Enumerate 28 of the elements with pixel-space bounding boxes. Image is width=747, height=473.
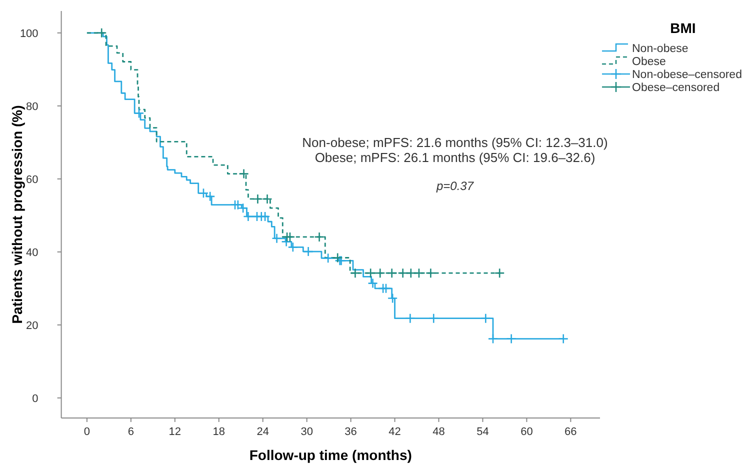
y-axis-title: Patients without progression (%) xyxy=(9,105,25,324)
legend-title: BMI xyxy=(670,20,696,36)
x-tick-label: 60 xyxy=(520,426,533,438)
x-tick-label: 48 xyxy=(432,426,445,438)
legend-label: Obese–censored xyxy=(632,82,720,94)
x-tick-label: 42 xyxy=(388,426,401,438)
y-tick-label: 20 xyxy=(26,320,38,332)
y-tick-label: 100 xyxy=(20,28,38,40)
x-tick-label: 66 xyxy=(564,426,577,438)
x-tick-label: 24 xyxy=(256,426,269,438)
legend-label: Non-obese xyxy=(632,43,688,55)
legend-label: Non-obese–censored xyxy=(632,69,742,81)
y-tick-label: 60 xyxy=(26,174,38,186)
legend-label: Obese xyxy=(632,56,666,68)
y-tick-label: 40 xyxy=(26,246,38,259)
y-tick-label: 80 xyxy=(26,100,38,113)
y-tick-label: 0 xyxy=(32,392,38,405)
x-axis-title: Follow-up time (months) xyxy=(249,447,412,463)
x-tick-label: 18 xyxy=(212,426,226,438)
x-tick-label: 12 xyxy=(168,426,182,438)
annotation: p=0.37 xyxy=(435,179,475,193)
annotation: Obese; mPFS: 26.1 months (95% CI: 19.6–32.6) xyxy=(314,150,596,165)
x-tick-label: 54 xyxy=(476,426,489,438)
x-tick-label: 36 xyxy=(344,426,357,438)
x-tick-label: 6 xyxy=(128,426,134,438)
x-tick-label: 30 xyxy=(300,426,313,438)
annotation: Non-obese; mPFS: 21.6 months (95% CI: 12.3–31.0) xyxy=(302,135,608,150)
x-tick-label: 0 xyxy=(84,426,90,438)
